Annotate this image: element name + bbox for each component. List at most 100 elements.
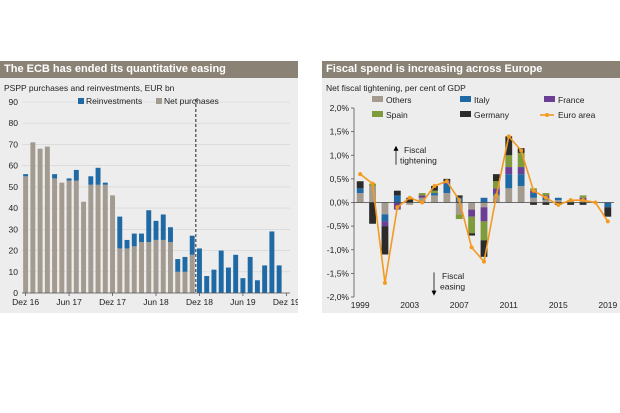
- bar-net-purchases: [73, 180, 79, 293]
- bar-reinvestments: [225, 267, 231, 293]
- bar-reinvestments: [52, 174, 58, 179]
- legend-swatch-italy: [460, 96, 471, 102]
- bar-spain: [480, 221, 488, 241]
- bar-italy: [480, 197, 488, 203]
- bar-germany: [567, 202, 575, 205]
- bar-net-purchases: [153, 239, 159, 293]
- y-tick-label: 90: [9, 97, 19, 107]
- point-euro-area: [382, 280, 387, 285]
- bar-italy: [604, 202, 612, 208]
- bar-reinvestments: [262, 265, 268, 293]
- y-tick-label: 50: [9, 182, 19, 192]
- point-euro-area: [494, 193, 499, 198]
- bar-reinvestments: [73, 169, 79, 181]
- point-euro-area: [593, 200, 598, 205]
- bar-reinvestments: [23, 174, 29, 177]
- bar-net-purchases: [59, 182, 65, 293]
- bar-reinvestments: [153, 220, 159, 240]
- bar-others: [455, 202, 463, 215]
- bar-net-purchases: [81, 201, 87, 293]
- point-euro-area: [457, 198, 462, 203]
- y-tick-label: 20: [9, 246, 19, 256]
- bar-italy: [530, 193, 537, 198]
- bar-germany: [542, 202, 550, 205]
- bar-net-purchases: [139, 242, 144, 293]
- x-tick-label: 2007: [450, 300, 469, 310]
- bar-germany: [431, 185, 438, 191]
- bar-net-purchases: [160, 239, 166, 293]
- bar-reinvestments: [254, 280, 260, 293]
- bar-germany: [381, 226, 389, 255]
- bar-spain: [492, 181, 500, 189]
- bar-net-purchases: [102, 184, 108, 293]
- y-tick-label: 2,0%: [330, 103, 350, 113]
- point-euro-area: [432, 183, 437, 188]
- point-euro-area: [370, 181, 375, 186]
- bar-net-purchases: [131, 246, 137, 293]
- bar-reinvestments: [247, 256, 253, 293]
- bar-reinvestments: [269, 231, 275, 293]
- x-tick-label: Jun 19: [230, 297, 256, 307]
- point-euro-area: [420, 200, 425, 205]
- legend-label-italy: Italy: [474, 95, 490, 105]
- y-tick-label: 0,5%: [330, 174, 350, 184]
- bar-italy: [443, 183, 451, 194]
- bar-france: [480, 207, 488, 222]
- x-tick-label: Jun 17: [56, 297, 82, 307]
- bar-net-purchases: [88, 184, 94, 293]
- y-tick-label: 40: [9, 203, 19, 213]
- bar-france: [517, 167, 525, 175]
- y-tick-label: -1,5%: [327, 268, 350, 278]
- bar-reinvestments: [233, 254, 239, 293]
- y-tick-label: -0,5%: [327, 221, 350, 231]
- bar-germany: [480, 240, 488, 257]
- point-euro-area: [407, 195, 412, 200]
- bar-france: [418, 195, 426, 198]
- bar-others: [542, 200, 550, 203]
- arrow-easing-head: [431, 290, 437, 296]
- bar-others: [530, 197, 537, 203]
- bar-reinvestments: [218, 250, 224, 293]
- annotation-fiscal-tightening: Fiscal: [404, 145, 426, 155]
- bar-germany: [604, 207, 612, 217]
- x-tick-label: Dez 18: [186, 297, 213, 307]
- bar-spain: [542, 193, 550, 196]
- y-tick-label: 0: [13, 288, 18, 298]
- y-tick-label: 0,0%: [330, 198, 350, 208]
- annotation-fiscal-easing: easing: [440, 281, 465, 291]
- y-tick-label: 1,0%: [330, 150, 350, 160]
- bar-others: [431, 195, 438, 203]
- bar-net-purchases: [175, 271, 181, 293]
- ecb-chart-panel: The ECB has ended its quantitative easin…: [0, 61, 298, 313]
- annotation-fiscal-easing: Fiscal: [442, 271, 464, 281]
- point-euro-area: [605, 219, 610, 224]
- bar-net-purchases: [146, 242, 152, 293]
- bar-reinvestments: [117, 216, 123, 249]
- point-euro-area: [506, 134, 511, 139]
- x-tick-label: Dez 17: [99, 297, 126, 307]
- point-euro-area: [444, 179, 449, 184]
- bar-germany: [579, 202, 587, 205]
- bar-net-purchases: [44, 146, 50, 293]
- bar-germany: [492, 174, 500, 182]
- bar-net-purchases: [66, 180, 72, 293]
- legend-label-germany: Germany: [474, 110, 510, 120]
- fiscal-chart-panel: Fiscal spend is increasing across Europe…: [322, 61, 620, 313]
- ecb-chart-subtitle: PSPP purchases and reinvestments, EUR bn: [4, 83, 175, 93]
- bar-net-purchases: [52, 178, 58, 293]
- bar-reinvestments: [240, 278, 246, 293]
- bar-others: [418, 197, 426, 203]
- bar-italy: [381, 214, 389, 222]
- bar-net-purchases: [189, 254, 195, 293]
- bar-net-purchases: [182, 271, 188, 293]
- bar-reinvestments: [131, 233, 137, 247]
- bar-others: [381, 202, 389, 215]
- ecb-bar-chart: 0 10 20 30 40 50 60 70 80 90 Dez 16 Jun 17 Dez 17 Jun…: [9, 96, 298, 307]
- bar-net-purchases: [95, 184, 101, 293]
- bar-net-purchases: [117, 248, 123, 293]
- x-tick-label: 2003: [400, 300, 419, 310]
- bar-spain: [418, 193, 426, 196]
- bar-reinvestments: [175, 259, 181, 272]
- bar-others: [369, 185, 376, 203]
- bar-germany: [369, 202, 376, 224]
